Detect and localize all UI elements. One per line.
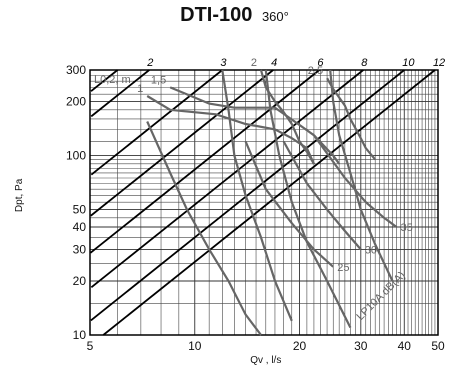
- throw-line-label: 10: [402, 57, 415, 69]
- distance-curve-label: 1: [137, 83, 143, 95]
- chart-title-sub: 360°: [261, 9, 289, 24]
- throw-line-label: 4: [271, 57, 277, 69]
- y-tick-label: 10: [73, 328, 87, 342]
- sound-level-axis-label: LP10A dB(A): [354, 269, 407, 322]
- y-tick-label: 100: [66, 149, 86, 163]
- chart-grid: [89, 69, 439, 336]
- throw-lines: [89, 69, 436, 336]
- series-line-0-3: [326, 77, 377, 161]
- throw-line-2: [90, 69, 150, 118]
- series-line-1-2: [264, 69, 352, 329]
- distance-curve-label: 2,5: [308, 65, 323, 77]
- x-tick-label: 20: [293, 339, 307, 353]
- series-line-1-3: [329, 69, 394, 282]
- series-line-1-1: [221, 69, 293, 322]
- x-tick-label: 30: [354, 339, 368, 353]
- series-line-1-0: [146, 121, 262, 336]
- throw-line: [90, 69, 119, 92]
- throw-line-label: 6: [317, 57, 324, 69]
- throw-line-label: 2: [146, 57, 153, 69]
- throw-line-3: [90, 69, 223, 176]
- distance-label: L0,2, m: [94, 74, 131, 86]
- sound-level-label: 25: [337, 262, 349, 274]
- y-tick-label: 40: [73, 220, 87, 234]
- series-lines: [146, 69, 398, 336]
- y-tick-label: 20: [73, 274, 87, 288]
- series-line-0-1: [169, 86, 341, 165]
- throw-line-8: [90, 69, 364, 289]
- distance-curve-label: 1,5: [151, 74, 166, 86]
- throw-line-4: [90, 69, 274, 217]
- x-tick-label: 10: [188, 339, 202, 353]
- throw-line-10: [90, 69, 405, 322]
- sound-level-label: 30: [365, 244, 377, 256]
- throw-line-label: 8: [361, 57, 368, 69]
- series-line-2-2: [313, 134, 398, 228]
- throw-line-6: [89, 69, 320, 254]
- x-tick-label: 40: [398, 339, 412, 353]
- chart-title: DTI-100 360°: [0, 4, 469, 27]
- y-tick-label: 50: [73, 203, 87, 217]
- throw-line-label: 12: [433, 57, 445, 69]
- x-tick-label: 50: [431, 339, 445, 353]
- throw-line-label: 3: [220, 57, 227, 69]
- y-tick-label: 300: [66, 63, 86, 77]
- x-axis-label: Qv , l/s: [250, 355, 281, 365]
- y-tick-label: 200: [66, 95, 86, 109]
- sound-level-label: 35: [401, 222, 413, 234]
- throw-line-12: [102, 69, 436, 336]
- plot-frame: [89, 69, 439, 336]
- y-axis-label: Dpt, Pa: [14, 178, 25, 212]
- chart-title-main: DTI-100: [180, 4, 253, 26]
- x-tick-label: 5: [87, 339, 94, 353]
- y-tick-label: 30: [73, 242, 87, 256]
- series-line-2-1: [282, 140, 362, 251]
- series-line-2-0: [244, 140, 334, 268]
- distance-curve-label: 2: [251, 57, 257, 69]
